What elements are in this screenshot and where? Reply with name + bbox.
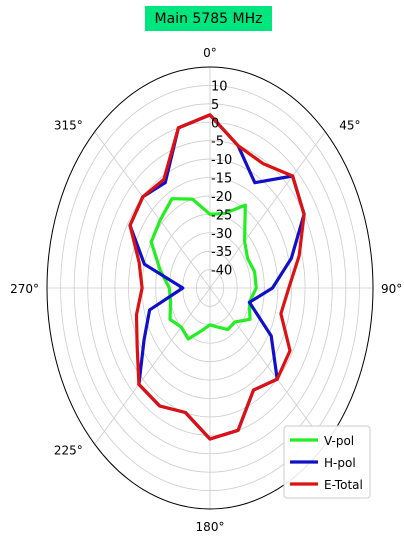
radial-tick-label: -15	[211, 172, 232, 187]
angle-tick-labels: 0° 45° 90° 180° 225° 270° 315°	[10, 46, 402, 534]
series-line-v-pol	[149, 197, 258, 341]
legend: V-pol H-pol E-Total	[283, 425, 371, 499]
angle-tick-label: 90°	[381, 282, 402, 296]
grid-spoke	[94, 287, 211, 445]
radial-tick-label: 0	[211, 116, 219, 131]
grid-spoke	[209, 287, 326, 445]
legend-label: H-pol	[324, 456, 356, 470]
radial-tick-label: -25	[211, 208, 232, 223]
radial-tick-labels: 10 5 0 -5 -10 -15 -20 -25 -30 -35 -40	[211, 79, 232, 278]
angle-tick-label: 315°	[54, 119, 83, 133]
radial-tick-label: -35	[211, 245, 232, 260]
grid-spoke	[94, 131, 211, 289]
chart-title: Main 5785 MHz	[145, 6, 272, 31]
legend-box	[283, 425, 371, 499]
polar-frame	[46, 66, 374, 510]
legend-label: V-pol	[324, 434, 354, 448]
radial-tick-label: 5	[211, 98, 219, 113]
radial-tick-label: -10	[211, 153, 232, 168]
radial-tick-label: -30	[211, 227, 232, 242]
radial-tick-label: 10	[211, 79, 228, 94]
radial-tick-label: -40	[211, 264, 232, 279]
angle-tick-label: 270°	[10, 282, 39, 296]
series-line-e-total	[128, 113, 306, 441]
grid-spoke	[209, 131, 326, 289]
legend-label: E-Total	[324, 478, 363, 492]
radial-tick-label: -5	[211, 135, 224, 150]
angle-tick-label: 0°	[203, 46, 217, 60]
series-layer	[128, 113, 306, 441]
angle-tick-label: 45°	[339, 119, 360, 133]
angular-grid	[47, 67, 373, 509]
angle-tick-label: 225°	[54, 443, 83, 457]
radial-tick-label: -20	[211, 190, 232, 205]
angle-tick-label: 180°	[196, 520, 225, 534]
